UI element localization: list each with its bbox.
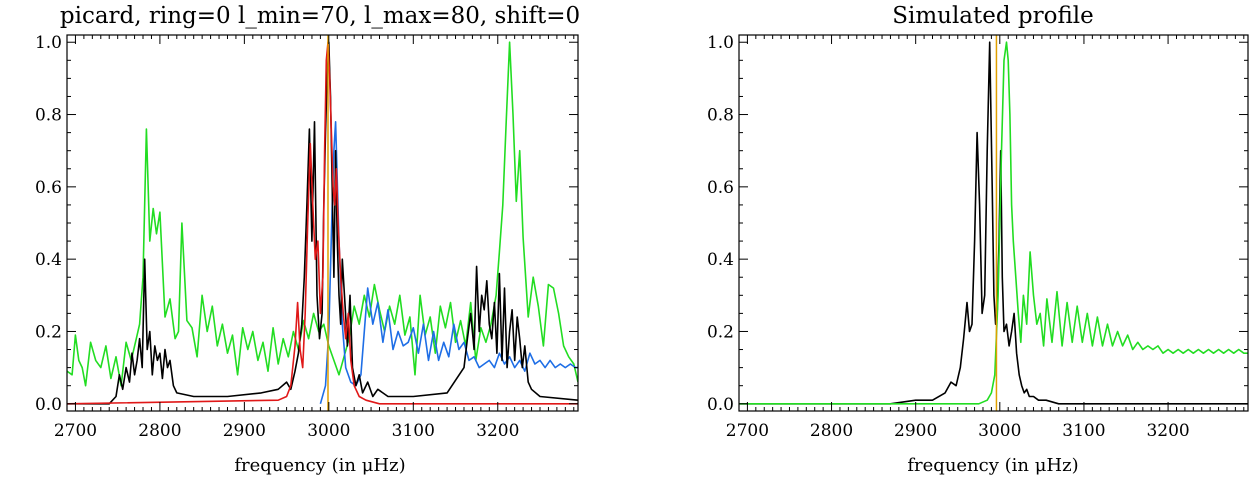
x-tick-label: 3200 xyxy=(476,421,519,441)
x-tick-label: 2900 xyxy=(894,421,937,441)
x-tick-label: 3100 xyxy=(392,421,435,441)
chart-panel-left: picard, ring=0 l_min=70, l_max=80, shift… xyxy=(35,3,580,476)
chart-title-left: picard, ring=0 l_min=70, l_max=80, shift… xyxy=(60,3,580,29)
plot-area-right: 2700 2800 2900 3000 3100 3200 0.0 0.2 0.4 0.6 0.8 1… xyxy=(707,33,1249,441)
chart-title-right: Simulated profile xyxy=(892,3,1094,29)
y-tick-label: 0.6 xyxy=(707,178,734,198)
y-tick-label: 0.4 xyxy=(707,250,734,270)
data-lines-left xyxy=(67,35,578,411)
x-axis-label-left: frequency (in μHz) xyxy=(234,455,405,476)
x-tick-label: 2700 xyxy=(54,421,97,441)
chart-panel-right: Simulated profile 2700 2800 2900 3000 3100 32… xyxy=(707,3,1249,476)
series-line-right-0 xyxy=(739,41,1248,405)
series-line-left-3 xyxy=(67,41,578,405)
series-line-left-2 xyxy=(67,41,578,405)
x-tick-label: 2800 xyxy=(810,421,853,441)
x-tick-label: 3000 xyxy=(978,421,1021,441)
plot-area-left: 2700 2800 2900 3000 3100 3200 0.0 0.2 0.4 0.6 0.8 1… xyxy=(35,33,579,441)
y-tick-label: 1.0 xyxy=(35,33,62,53)
y-tick-label: 0.0 xyxy=(707,395,734,415)
x-tick-label: 3100 xyxy=(1062,421,1105,441)
x-tick-label: 3000 xyxy=(307,421,350,441)
y-tick-label: 0.6 xyxy=(35,178,62,198)
x-tick-label: 2700 xyxy=(726,421,769,441)
y-tick-label: 0.4 xyxy=(35,250,62,270)
x-tick-label: 2800 xyxy=(138,421,181,441)
y-tick-label: 0.0 xyxy=(35,395,62,415)
series-line-left-1 xyxy=(319,121,578,405)
x-axis-label-right: frequency (in μHz) xyxy=(907,455,1078,476)
y-tick-label: 0.8 xyxy=(707,106,734,126)
y-tick-label: 0.8 xyxy=(35,106,62,126)
x-tick-label: 3200 xyxy=(1146,421,1189,441)
y-tick-label: 0.2 xyxy=(707,322,734,342)
y-tick-label: 0.2 xyxy=(35,322,62,342)
series-line-right-1 xyxy=(739,41,1248,405)
y-tick-label: 1.0 xyxy=(707,33,734,53)
data-lines-right xyxy=(739,35,1248,411)
x-tick-label: 2900 xyxy=(223,421,266,441)
